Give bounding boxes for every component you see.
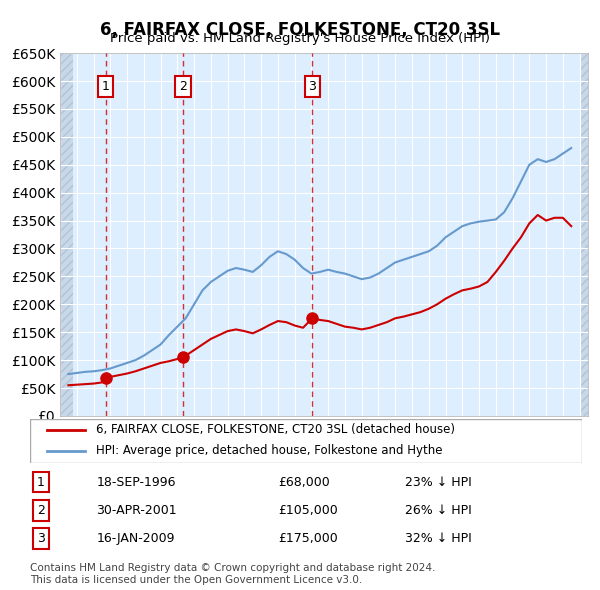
Text: 2: 2 [37, 504, 45, 517]
Text: 32% ↓ HPI: 32% ↓ HPI [406, 532, 472, 545]
Text: 3: 3 [308, 80, 316, 93]
Text: 6, FAIRFAX CLOSE, FOLKESTONE, CT20 3SL: 6, FAIRFAX CLOSE, FOLKESTONE, CT20 3SL [100, 21, 500, 39]
Text: £105,000: £105,000 [278, 504, 338, 517]
Text: £175,000: £175,000 [278, 532, 338, 545]
Text: 23% ↓ HPI: 23% ↓ HPI [406, 476, 472, 489]
Text: £68,000: £68,000 [278, 476, 330, 489]
Text: 26% ↓ HPI: 26% ↓ HPI [406, 504, 472, 517]
FancyBboxPatch shape [30, 419, 582, 463]
Text: 16-JAN-2009: 16-JAN-2009 [96, 532, 175, 545]
Bar [60, 53, 73, 416]
Bar [580, 53, 588, 416]
Text: This data is licensed under the Open Government Licence v3.0.: This data is licensed under the Open Gov… [30, 575, 362, 585]
Text: 6, FAIRFAX CLOSE, FOLKESTONE, CT20 3SL (detached house): 6, FAIRFAX CLOSE, FOLKESTONE, CT20 3SL (… [96, 424, 455, 437]
Text: 3: 3 [37, 532, 45, 545]
Text: 1: 1 [101, 80, 110, 93]
Text: 2: 2 [179, 80, 187, 93]
Text: 1: 1 [37, 476, 45, 489]
Text: 30-APR-2001: 30-APR-2001 [96, 504, 177, 517]
Text: Contains HM Land Registry data © Crown copyright and database right 2024.: Contains HM Land Registry data © Crown c… [30, 563, 436, 573]
Text: Price paid vs. HM Land Registry's House Price Index (HPI): Price paid vs. HM Land Registry's House … [110, 32, 490, 45]
Text: HPI: Average price, detached house, Folkestone and Hythe: HPI: Average price, detached house, Folk… [96, 444, 443, 457]
Text: 18-SEP-1996: 18-SEP-1996 [96, 476, 176, 489]
